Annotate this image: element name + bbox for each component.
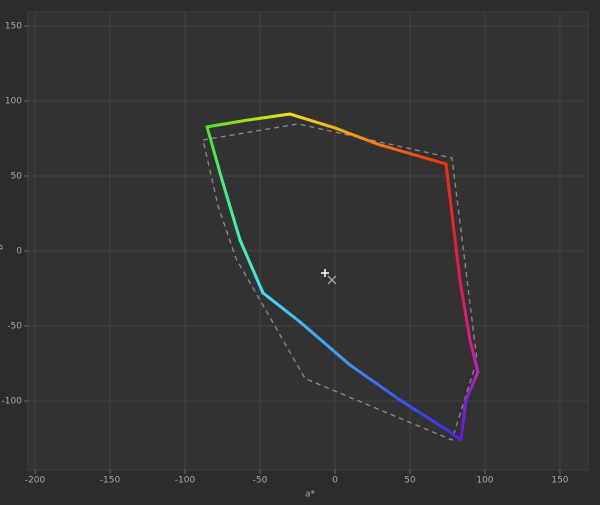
gamut-segment (288, 112, 337, 130)
x-tick-label: -50 (253, 476, 268, 486)
y-tick-label: 100 (5, 96, 22, 106)
y-axis-label: b* (0, 239, 6, 250)
gamut-segment (298, 320, 352, 367)
x-tick-label: -100 (175, 476, 196, 486)
gamut-segment (398, 398, 452, 434)
marker (320, 269, 329, 278)
gamut-segment (378, 143, 448, 166)
gamut-segment (220, 178, 242, 242)
x-tick-label: 150 (551, 476, 568, 486)
gamut-segment (468, 338, 480, 374)
x-tick-label: -200 (25, 476, 46, 486)
reference-outline (202, 123, 478, 441)
x-tick-label: -150 (100, 476, 121, 486)
gamut-segment (238, 238, 265, 295)
y-tick-label: -100 (2, 396, 23, 406)
gamut-segment (261, 291, 302, 324)
x-axis-label: a* (305, 490, 316, 500)
gamut-segment (205, 125, 224, 182)
gamut-segment (205, 118, 247, 129)
y-tick-label: -50 (7, 321, 22, 331)
y-tick-label: 150 (5, 21, 22, 31)
plot-area (27, 11, 589, 471)
gamut-segment (458, 278, 472, 342)
y-tick-label: 0 (16, 246, 22, 256)
gamut-segment (448, 430, 463, 442)
gamut-segment (464, 370, 480, 402)
gamut-segment (348, 363, 402, 402)
y-tick-label: 50 (11, 171, 23, 181)
gamut-segment (444, 162, 462, 282)
marker (327, 275, 337, 285)
x-tick-label: 50 (404, 476, 416, 486)
gamut-segment (243, 112, 292, 122)
x-tick-label: 0 (332, 476, 338, 486)
gamut-segment (333, 126, 382, 147)
x-tick-label: 100 (476, 476, 493, 486)
gamut-segment (459, 398, 468, 442)
